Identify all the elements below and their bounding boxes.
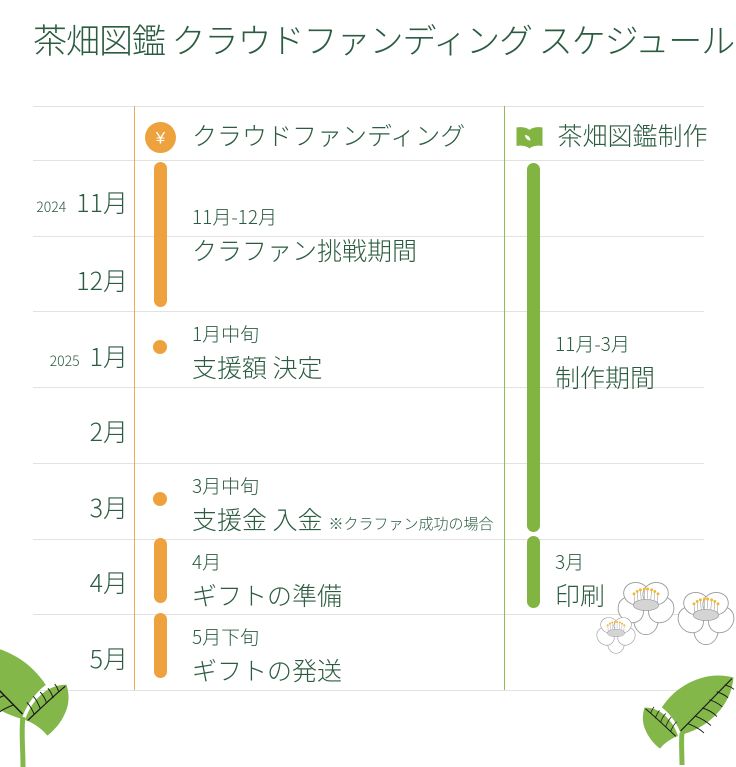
svg-text:¥: ¥ — [155, 129, 166, 148]
